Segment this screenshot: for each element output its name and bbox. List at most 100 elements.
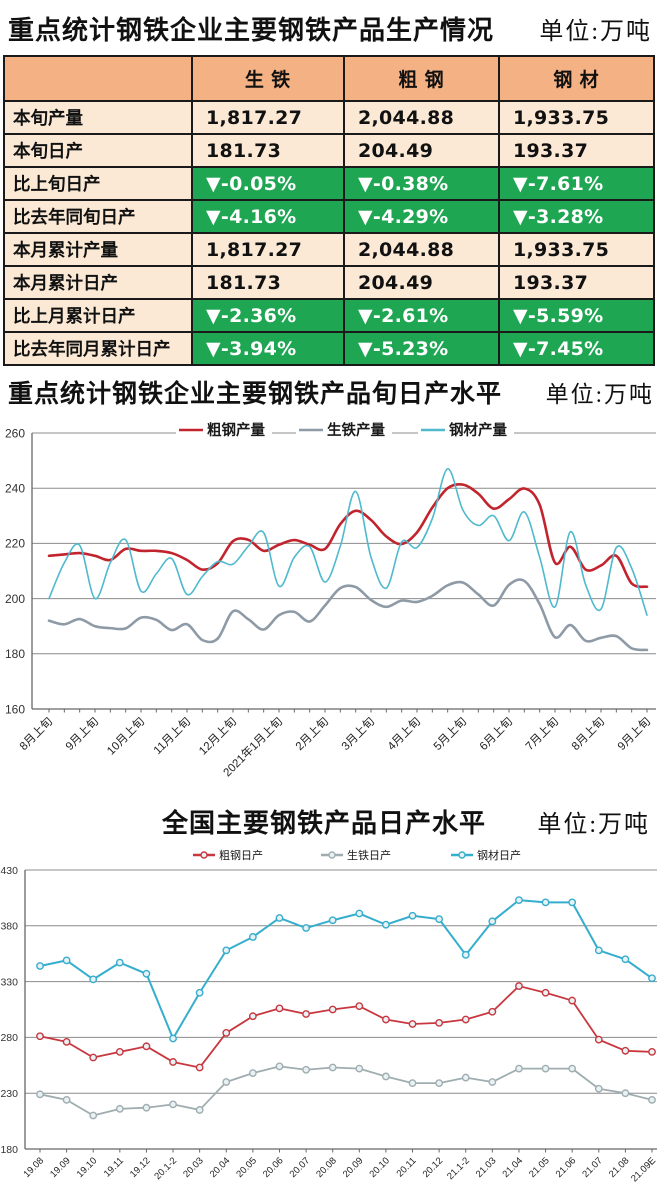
series-line-0 (47, 482, 649, 589)
y-axis-label: 430 (0, 865, 18, 877)
x-axis-label: 21.08 (607, 1155, 632, 1180)
data-point (142, 1103, 151, 1112)
x-axis-label: 20.03 (181, 1155, 206, 1180)
chart-tenday-production: 160 180 200 220 240 260 8月上旬 9月上旬 10月上旬 11月上旬 12月上… (0, 410, 660, 800)
x-axis-label: 10月上旬 (104, 715, 147, 758)
data-point (222, 1029, 231, 1037)
series-line-2 (48, 468, 648, 616)
x-axis-label: 20.04 (208, 1155, 233, 1180)
value-cell: 181.73 (191, 133, 345, 168)
x-axis-label: 19.12 (128, 1155, 153, 1180)
column-header: 生 铁 (191, 55, 345, 102)
data-point (142, 1042, 151, 1051)
x-axis-label: 20.06 (261, 1155, 286, 1180)
table-row: 比上月累计日产 ▼-2.36% ▼-2.61% ▼-5.59% (3, 298, 655, 333)
x-axis-label: 20.07 (288, 1155, 313, 1180)
data-point (169, 1058, 177, 1066)
data-point (408, 1020, 417, 1028)
data-point (594, 1035, 603, 1044)
value-cell: 1,933.75 (498, 232, 655, 267)
legend-item-bg (318, 846, 398, 864)
row-label: 比去年同旬日产 (3, 199, 193, 234)
x-axis-label: 11月上旬 (151, 715, 193, 757)
value-cell: 1,817.27 (191, 100, 345, 135)
data-point (275, 1004, 284, 1013)
value-cell: 1,933.75 (498, 100, 655, 135)
change-cell: ▼-5.59% (498, 298, 655, 333)
data-point (302, 1065, 310, 1074)
legend-label: 生铁日产 (347, 848, 391, 862)
data-point (89, 1053, 98, 1062)
series-line-1 (47, 578, 649, 652)
data-point (142, 969, 151, 978)
data-point (435, 1079, 444, 1088)
legend-item-bg (296, 421, 392, 439)
data-point (515, 1064, 523, 1073)
table-title: 重点统计钢铁企业主要钢铁产品生产情况 单位:万吨 (8, 10, 652, 47)
y-axis-label: 180 (0, 1144, 18, 1156)
legend-item-bg (448, 846, 528, 864)
y-axis-label: 200 (5, 592, 25, 606)
value-cell: 193.37 (498, 265, 655, 300)
data-point (435, 915, 444, 924)
series-line-2 (39, 899, 653, 1040)
chart2-title: 全国主要钢铁产品日产水平 单位:万吨 (162, 803, 650, 840)
data-point (382, 920, 390, 929)
data-point (568, 1064, 577, 1073)
x-axis-label: 19.08 (22, 1155, 47, 1180)
row-label: 本旬日产 (3, 133, 193, 168)
x-axis-label: 7月上旬 (523, 715, 561, 753)
chart1-unit-label: 单位:万吨 (545, 382, 654, 407)
x-axis-label: 21.1-2 (445, 1155, 472, 1182)
x-axis-label: 9月上旬 (63, 715, 101, 753)
data-point (36, 1032, 44, 1041)
change-cell: ▼-0.05% (191, 166, 345, 201)
production-table: 生 铁粗 钢钢 材 本旬产量 1,817.27 2,044.88 1,933.75 本旬… (3, 55, 655, 366)
data-point (382, 1072, 390, 1081)
table-row: 比去年同旬日产 ▼-4.16% ▼-4.29% ▼-3.28% (3, 199, 655, 234)
chart1-title: 重点统计钢铁企业主要钢铁产品旬日产水平 单位:万吨 (8, 374, 654, 410)
y-axis-label: 240 (5, 482, 25, 496)
table-row: 本月累计产量 1,817.27 2,044.88 1,933.75 (3, 232, 655, 267)
y-axis-label: 260 (5, 426, 25, 440)
legend-label: 粗钢日产 (219, 848, 263, 862)
change-cell: ▼-4.16% (191, 199, 345, 234)
data-point (488, 917, 497, 926)
data-point (355, 1002, 364, 1011)
value-cell: 2,044.88 (343, 232, 500, 267)
data-point (115, 1048, 124, 1056)
data-point (594, 946, 603, 955)
row-label: 本旬产量 (3, 100, 193, 135)
column-header: 钢 材 (498, 55, 655, 102)
table-title-text: 重点统计钢铁企业主要钢铁产品生产情况 (8, 15, 495, 45)
table-row: 本月累计日产 181.73 204.49 193.37 (3, 265, 655, 300)
column-header (3, 55, 193, 102)
series-line-0 (39, 985, 653, 1069)
table-row: 本旬产量 1,817.27 2,044.88 1,933.75 (3, 100, 655, 135)
data-point (89, 975, 98, 984)
x-axis-label: 20.11 (395, 1155, 419, 1179)
data-point (355, 909, 364, 918)
row-label: 本月累计产量 (3, 232, 193, 267)
x-axis-label: 21.05 (527, 1155, 552, 1180)
row-label: 比上旬日产 (3, 166, 193, 201)
change-cell: ▼-0.38% (343, 166, 500, 201)
data-point (248, 1069, 257, 1078)
data-point (568, 996, 577, 1005)
x-axis-label: 21.06 (554, 1155, 579, 1180)
x-axis-label: 8月上旬 (569, 715, 607, 753)
data-point (461, 1073, 470, 1082)
data-point (222, 1078, 231, 1086)
x-axis-label: 21.04 (500, 1155, 525, 1180)
row-label: 比去年同月累计日产 (3, 331, 193, 366)
data-point (62, 1095, 71, 1104)
data-point (62, 956, 71, 965)
data-point (248, 1012, 257, 1021)
data-point (275, 1062, 284, 1071)
data-point (195, 1106, 204, 1114)
data-point (408, 1079, 417, 1088)
y-axis-label: 230 (0, 1088, 18, 1100)
data-point (541, 988, 550, 997)
x-axis-label: 20.10 (367, 1155, 392, 1180)
